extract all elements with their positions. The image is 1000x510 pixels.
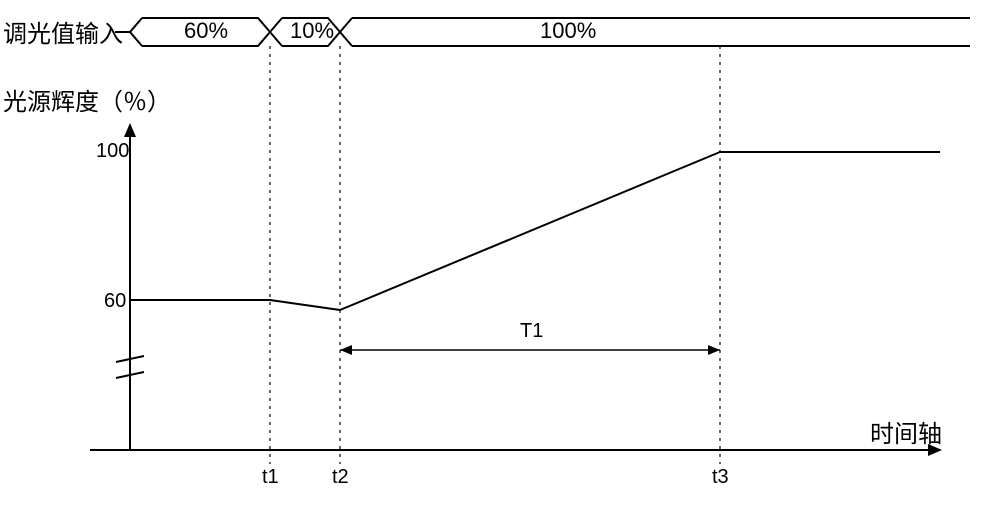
t1-span-arrow-right-icon <box>708 345 720 355</box>
bus-value-3: 100% <box>540 18 596 44</box>
x-tick-t2: t2 <box>332 466 349 489</box>
y-tick-100: 100 <box>96 140 129 163</box>
luminance-title-label: 光源辉度（％） <box>3 82 171 117</box>
x-axis-title-label: 时间轴 <box>870 414 942 449</box>
t1-span-arrow-left-icon <box>340 345 352 355</box>
x-tick-t1: t1 <box>262 466 279 489</box>
bus-lead-bot <box>130 32 142 46</box>
y-axis-arrow-icon <box>124 123 136 137</box>
y-tick-60: 60 <box>104 290 126 313</box>
luminance-curve <box>130 152 940 310</box>
input-title-label: 调光值输入 <box>3 14 123 49</box>
x-tick-t3: t3 <box>712 466 729 489</box>
bus-value-2: 10% <box>290 18 334 44</box>
bus-value-1: 60% <box>184 18 228 44</box>
span-label-T1: T1 <box>520 320 543 343</box>
